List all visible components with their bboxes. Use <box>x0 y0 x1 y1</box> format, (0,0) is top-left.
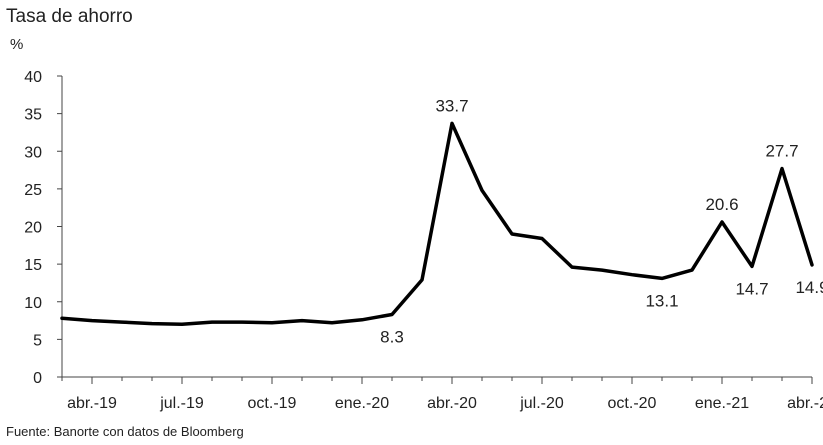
y-tick-label: 25 <box>24 182 42 199</box>
data-label: 14.7 <box>735 279 768 298</box>
x-tick-label: ene.-21 <box>695 395 749 412</box>
y-tick-label: 5 <box>33 332 42 349</box>
data-label: 20.6 <box>705 195 738 214</box>
y-tick-label: 15 <box>24 257 42 274</box>
x-tick-label: abr.-21 <box>787 395 823 412</box>
series-group <box>60 121 814 327</box>
y-tick-label: 30 <box>24 144 42 161</box>
x-tick-label: oct.-19 <box>248 395 297 412</box>
x-tick-label: jul.-19 <box>159 395 204 412</box>
x-tick-label: ene.-20 <box>335 395 389 412</box>
y-tick-label: 0 <box>33 370 42 387</box>
axes: 0 5 10 15 20 25 30 35 40 abr.-19 jul.-19 oct.-19 ene… <box>24 69 823 412</box>
data-labels: 8.3 33.7 13.1 20.6 14.7 27.7 14.9 <box>380 96 823 346</box>
x-tick-label: jul.-20 <box>519 395 564 412</box>
y-tick-label: 20 <box>24 220 42 237</box>
data-label: 8.3 <box>380 328 404 347</box>
data-label: 33.7 <box>435 96 468 115</box>
series-line-0 <box>60 121 814 327</box>
y-tick-label: 40 <box>24 69 42 86</box>
x-tick-label: oct.-20 <box>608 395 657 412</box>
x-tick-label: abr.-20 <box>427 395 477 412</box>
x-tick-label: abr.-19 <box>67 395 117 412</box>
chart-title: Tasa de ahorro <box>6 6 133 27</box>
data-label: 27.7 <box>765 142 798 161</box>
data-label: 14.9 <box>795 278 823 297</box>
data-label: 13.1 <box>645 291 678 310</box>
source-note: Fuente: Banorte con datos de Bloomberg <box>6 424 244 439</box>
y-axis-unit-label: % <box>10 36 24 53</box>
y-tick-label: 10 <box>24 295 42 312</box>
y-tick-label: 35 <box>24 107 42 124</box>
